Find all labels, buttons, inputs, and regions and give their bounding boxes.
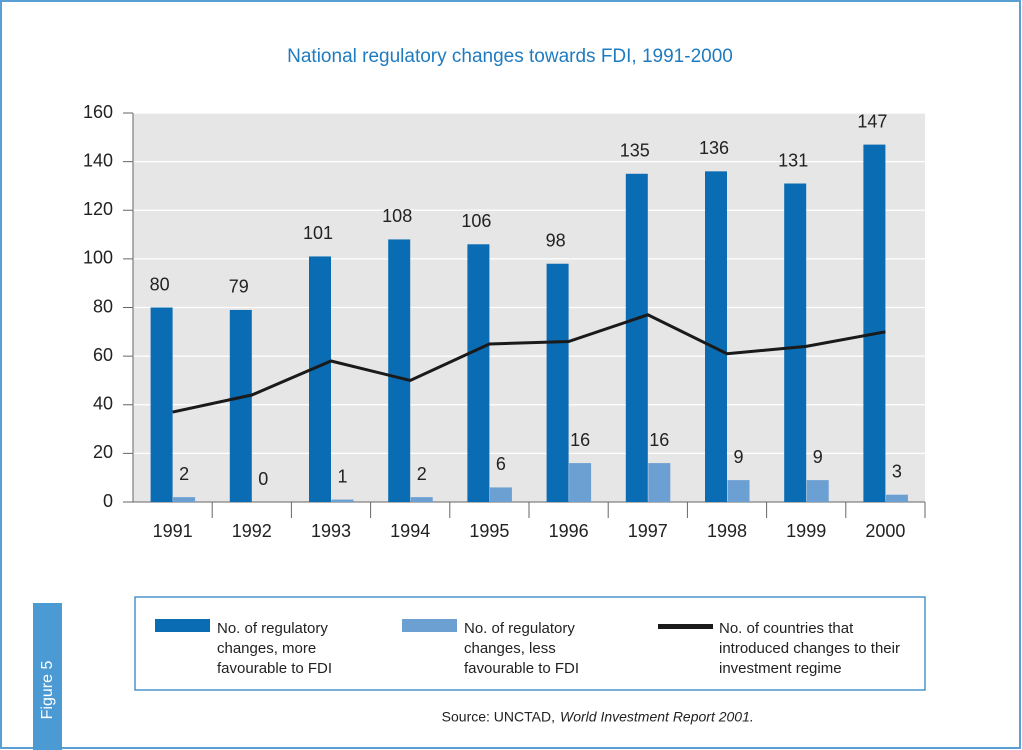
legend-box	[134, 596, 926, 691]
legend-label: No. of countries that introduced changes…	[719, 620, 900, 677]
x-tick-label: 2000	[865, 521, 905, 541]
legend-swatch	[658, 624, 713, 629]
data-label: 1	[337, 466, 347, 486]
legend-label: No. of regulatory changes, more favourab…	[217, 620, 333, 677]
bar	[885, 494, 908, 502]
bar	[546, 263, 569, 502]
data-label: 136	[699, 138, 729, 158]
data-label: 0	[258, 469, 268, 489]
x-tick-label: 1995	[469, 521, 509, 541]
data-label: 108	[382, 206, 412, 226]
data-label: 9	[813, 447, 823, 467]
x-tick-label: 1992	[232, 521, 272, 541]
y-tick-label: 120	[83, 199, 113, 219]
legend-swatch	[155, 619, 210, 632]
figure-tab	[33, 603, 62, 750]
x-tick-label: 1994	[390, 521, 430, 541]
data-label: 80	[150, 274, 170, 294]
bar	[331, 499, 354, 502]
data-label: 106	[461, 211, 491, 231]
data-label: 2	[179, 464, 189, 484]
bar	[806, 480, 829, 502]
x-tick-label: 1999	[786, 521, 826, 541]
data-label: 6	[496, 454, 506, 474]
source-title: World Investment Report 2001.	[560, 709, 754, 725]
y-tick-label: 60	[93, 345, 113, 365]
x-tick-label: 1998	[707, 521, 747, 541]
x-tick-label: 1997	[628, 521, 668, 541]
bar	[229, 309, 252, 502]
x-tick-label: 1996	[549, 521, 589, 541]
data-label: 79	[229, 277, 249, 297]
bar	[727, 480, 750, 502]
bar	[309, 256, 331, 502]
y-tick-label: 160	[83, 102, 113, 122]
data-label: 2	[417, 464, 427, 484]
data-label: 3	[892, 461, 902, 481]
x-tick-label: 1993	[311, 521, 351, 541]
bar	[388, 239, 411, 503]
bar	[410, 497, 433, 502]
bar	[489, 487, 512, 502]
y-tick-label: 0	[103, 491, 113, 511]
bar	[625, 173, 648, 502]
bar	[705, 171, 727, 502]
y-tick-label: 40	[93, 394, 113, 414]
y-tick-label: 140	[83, 150, 113, 170]
data-label: 9	[733, 447, 743, 467]
data-label: 131	[778, 150, 808, 170]
bar	[784, 183, 807, 502]
y-tick-label: 100	[83, 248, 113, 268]
source: Source: UNCTAD,	[442, 709, 555, 725]
data-label: 101	[303, 223, 333, 243]
figure-label: Figure 5	[39, 661, 56, 720]
data-label: 16	[649, 430, 669, 450]
data-label: 16	[570, 430, 590, 450]
bar	[863, 144, 886, 502]
data-label: 135	[620, 141, 650, 161]
bar	[648, 463, 671, 502]
data-label: 147	[857, 111, 887, 131]
chart-title: National regulatory changes towards FDI,…	[287, 46, 733, 67]
line	[172, 313, 886, 414]
bar	[150, 307, 173, 502]
bar	[173, 497, 196, 502]
data-label: 98	[546, 230, 566, 250]
y-tick-label: 80	[93, 296, 113, 316]
y-tick-label: 20	[93, 442, 113, 462]
x-tick-label: 1991	[153, 521, 193, 541]
bar	[569, 463, 592, 502]
legend-label: No. of regulatory changes, less favourab…	[464, 620, 580, 677]
bar	[467, 244, 490, 502]
legend-swatch	[402, 619, 457, 632]
